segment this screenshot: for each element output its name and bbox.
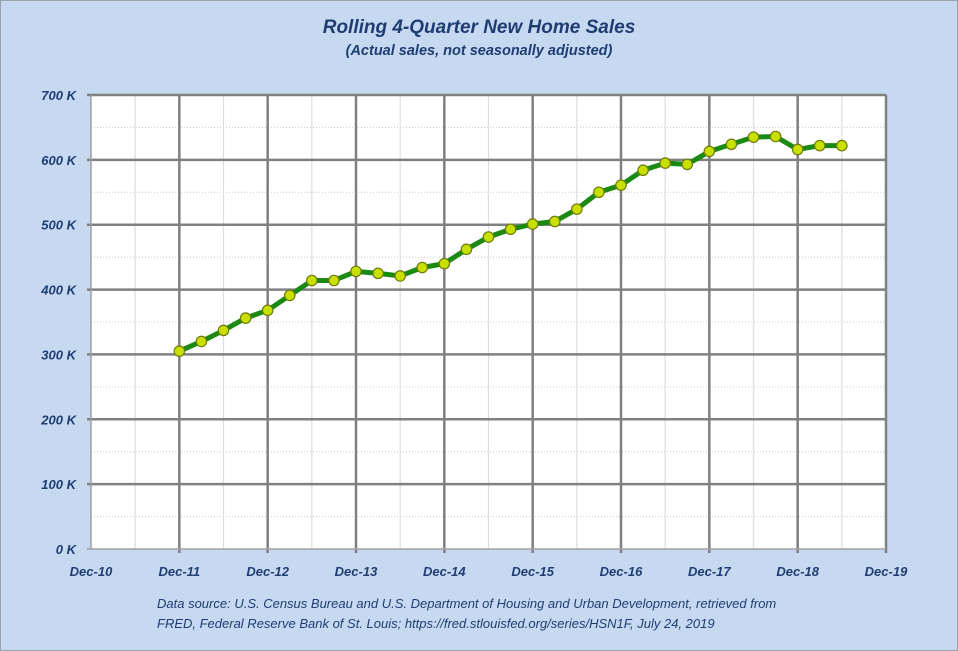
data-point-marker [791, 143, 804, 156]
data-point-marker [261, 304, 274, 317]
data-point-marker [416, 261, 429, 274]
data-point-marker [637, 164, 649, 177]
data-point-marker [460, 243, 473, 256]
x-tick-label: Dec-13 [335, 564, 378, 579]
data-point-marker [725, 138, 738, 151]
data-point-marker [813, 139, 826, 152]
data-point-marker [747, 131, 760, 143]
y-tick-label: 500 K [41, 218, 77, 233]
data-point-marker [571, 203, 583, 215]
x-tick-label: Dec-16 [600, 564, 643, 579]
data-point-marker [836, 139, 848, 152]
data-point-marker [659, 157, 671, 169]
series-line [173, 130, 848, 357]
data-point-marker [328, 274, 340, 287]
data-point-marker [350, 265, 362, 278]
y-tick-label: 300 K [41, 347, 77, 362]
footnote-line-1: Data source: U.S. Census Bureau and U.S.… [157, 596, 777, 611]
y-axis: 0 K 100 K 200 K 300 K 400 K 500 K 600 K 700 K [40, 88, 77, 557]
footnote-line-2: FRED, Federal Reserve Bank of St. Louis;… [157, 616, 715, 631]
data-point-marker [593, 186, 605, 199]
data-point-marker [283, 289, 296, 302]
x-tick-label: Dec-18 [776, 564, 819, 579]
data-point-marker [504, 223, 517, 236]
data-point-marker [306, 274, 318, 287]
y-tick-label: 0 K [56, 542, 78, 557]
y-tick-label: 200 K [40, 412, 77, 427]
data-point-marker [615, 179, 627, 191]
x-tick-label: Dec-11 [158, 564, 200, 579]
chart-title: Rolling 4-Quarter New Home Sales [322, 17, 636, 38]
data-point-marker [394, 270, 406, 282]
x-tick-label: Dec-14 [423, 564, 466, 579]
data-point-marker [526, 218, 539, 230]
x-tick-label: Dec-19 [865, 564, 908, 579]
y-tick-label: 600 K [41, 153, 77, 168]
data-point-marker [173, 345, 186, 357]
x-axis: Dec-10 Dec-11 Dec-12 Dec-13 Dec-14 Dec-15 Dec-… [70, 564, 908, 579]
data-point-marker [195, 335, 208, 348]
y-tick-label: 400 K [40, 283, 77, 298]
x-tick-label: Dec-10 [70, 564, 113, 579]
data-point-marker [438, 257, 451, 270]
data-point-marker [769, 130, 782, 143]
y-tick-label: 700 K [41, 88, 77, 103]
x-tick-label: Dec-12 [246, 564, 289, 579]
x-tick-label: Dec-17 [688, 564, 731, 579]
data-point-marker [681, 158, 694, 171]
data-point-marker [482, 231, 495, 243]
data-point-marker [239, 312, 252, 324]
gridlines [87, 93, 888, 553]
data-point-marker [703, 145, 716, 158]
data-point-marker [372, 267, 384, 280]
chart-subtitle: (Actual sales, not seasonally adjusted) [345, 43, 613, 59]
x-tick-label: Dec-15 [511, 564, 554, 579]
y-tick-label: 100 K [41, 477, 77, 492]
data-source-note: Data source: U.S. Census Bureau and U.S.… [157, 594, 877, 634]
data-point-marker [217, 324, 230, 337]
data-point-marker [548, 215, 561, 228]
